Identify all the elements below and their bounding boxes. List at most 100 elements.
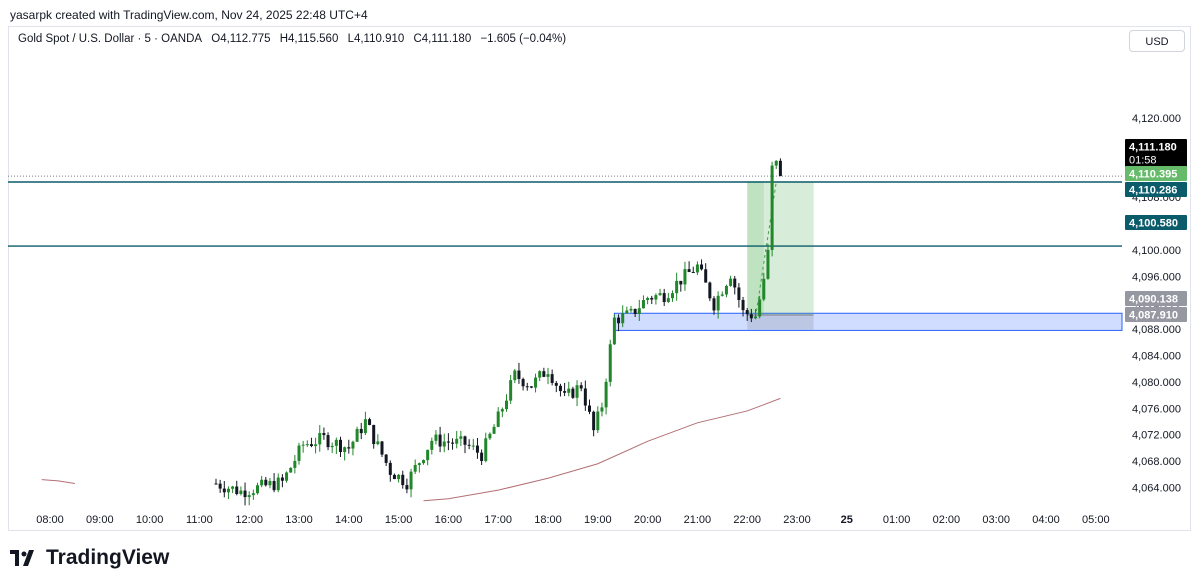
candle-body bbox=[388, 462, 392, 475]
candle-body bbox=[500, 409, 504, 412]
candle-body bbox=[617, 317, 621, 324]
candle-body bbox=[534, 377, 538, 388]
candle-body bbox=[322, 433, 326, 436]
candle-body bbox=[774, 160, 778, 166]
candle-body bbox=[451, 442, 455, 444]
candle-body bbox=[484, 438, 488, 462]
candle-body bbox=[243, 490, 247, 498]
candle-body bbox=[538, 371, 542, 378]
price-label-badge bbox=[1125, 215, 1187, 230]
candle-body bbox=[745, 310, 749, 315]
candle-body bbox=[280, 477, 284, 481]
candle-body bbox=[334, 439, 338, 446]
candle-body bbox=[359, 428, 363, 434]
stop-loss-area bbox=[747, 314, 814, 330]
x-axis-tick-label: 21:00 bbox=[684, 514, 712, 526]
candle-body bbox=[471, 445, 475, 447]
candle-body bbox=[629, 308, 633, 311]
candle-body bbox=[318, 433, 322, 445]
y-axis-tick-label: 4,068.000 bbox=[1132, 456, 1181, 468]
close-value: C4,111.180 bbox=[413, 33, 472, 45]
candle-body bbox=[716, 295, 720, 311]
price-label-badge bbox=[1125, 291, 1187, 306]
candle-body bbox=[463, 436, 467, 445]
candle-body bbox=[604, 381, 608, 408]
candle-body bbox=[671, 293, 674, 299]
chart-creator-caption: yasarpk created with TradingView.com, No… bbox=[10, 8, 368, 22]
x-axis-tick-label: 15:00 bbox=[385, 514, 413, 526]
candle-body bbox=[720, 294, 724, 296]
moving-average-line bbox=[423, 397, 781, 502]
x-axis-tick-label: 14:00 bbox=[335, 514, 363, 526]
y-axis-tick-label: 4,084.000 bbox=[1132, 351, 1181, 363]
price-label-text: 4,090.138 bbox=[1129, 294, 1178, 306]
candle-body bbox=[293, 460, 297, 468]
x-axis-tick-label: 02:00 bbox=[933, 514, 961, 526]
y-axis-tick-label: 4,080.000 bbox=[1132, 377, 1181, 389]
candle-body bbox=[646, 297, 650, 301]
candle-body bbox=[409, 471, 413, 490]
x-axis-tick-label: 11:00 bbox=[186, 514, 213, 526]
candle-body bbox=[567, 388, 571, 393]
candle-body bbox=[641, 300, 645, 309]
candle-body bbox=[480, 452, 484, 462]
candle-body bbox=[417, 463, 421, 465]
candle-body bbox=[621, 313, 625, 324]
candle-body bbox=[704, 269, 708, 283]
x-axis-tick-label: 25 bbox=[841, 514, 853, 526]
y-axis-tick-label: 4,072.000 bbox=[1132, 430, 1181, 442]
candle-body bbox=[558, 385, 562, 392]
moving-average-line bbox=[41, 479, 75, 485]
x-axis-tick-label: 08:00 bbox=[36, 514, 64, 526]
candle-body bbox=[251, 493, 255, 496]
open-value: O4,112.775 bbox=[211, 33, 271, 45]
candle-body bbox=[314, 444, 318, 447]
x-axis-tick-label: 16:00 bbox=[435, 514, 463, 526]
candle-body bbox=[384, 454, 388, 463]
candle-body bbox=[633, 308, 637, 315]
candle-body bbox=[529, 386, 533, 388]
candle-body bbox=[459, 436, 463, 439]
candle-body bbox=[708, 282, 712, 299]
chart-frame bbox=[8, 26, 1191, 531]
price-label-badge bbox=[1125, 182, 1187, 197]
candle-body bbox=[442, 441, 446, 447]
candle-body bbox=[401, 474, 405, 486]
candle-body bbox=[426, 449, 430, 461]
x-axis-tick-label: 23:00 bbox=[783, 514, 811, 526]
candle-body bbox=[339, 439, 342, 452]
high-value: H4,115.560 bbox=[279, 33, 339, 45]
candle-body bbox=[517, 370, 521, 379]
price-label-text: 4,110.286 bbox=[1129, 185, 1177, 197]
candle-body bbox=[272, 481, 276, 491]
candle-body bbox=[691, 271, 695, 273]
currency-button[interactable]: USD bbox=[1129, 30, 1185, 52]
candle-body bbox=[695, 264, 699, 273]
candle-body bbox=[392, 474, 396, 480]
candle-body bbox=[509, 380, 513, 401]
x-axis-tick-label: 10:00 bbox=[136, 514, 164, 526]
x-axis-tick-label: 09:00 bbox=[86, 514, 114, 526]
x-axis-tick-label: 01:00 bbox=[883, 514, 911, 526]
symbol-legend[interactable]: Gold Spot / U.S. Dollar · 5 · OANDA O4,1… bbox=[18, 33, 572, 45]
candle-body bbox=[758, 299, 762, 317]
candle-body bbox=[754, 316, 757, 319]
candle-body bbox=[467, 444, 471, 446]
candle-body bbox=[434, 434, 438, 441]
candle-body bbox=[218, 483, 222, 489]
x-axis-tick-label: 04:00 bbox=[1032, 514, 1060, 526]
tradingview-logo: TradingView bbox=[10, 546, 169, 570]
change-value: −1.605 (−0.04%) bbox=[480, 33, 567, 45]
brand-name: TradingView bbox=[46, 546, 170, 569]
candle-body bbox=[546, 374, 550, 377]
candle-body bbox=[658, 293, 662, 296]
price-label-text: 4,087.910 bbox=[1129, 310, 1178, 322]
candle-body bbox=[488, 433, 492, 439]
candle-body bbox=[687, 269, 691, 272]
candle-body bbox=[309, 444, 313, 447]
y-axis-tick-label: 4,100.000 bbox=[1132, 245, 1181, 257]
candle-body bbox=[700, 264, 704, 270]
price-label-text: 4,110.395 bbox=[1129, 169, 1177, 181]
candle-body bbox=[496, 411, 500, 427]
